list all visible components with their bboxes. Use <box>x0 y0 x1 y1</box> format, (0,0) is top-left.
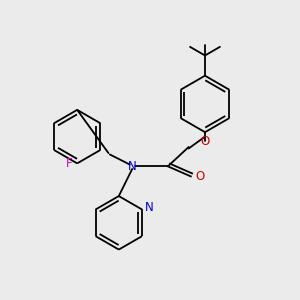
Text: N: N <box>128 160 136 173</box>
Text: F: F <box>66 157 72 170</box>
Text: O: O <box>195 170 204 183</box>
Text: N: N <box>145 202 154 214</box>
Text: O: O <box>200 135 210 148</box>
